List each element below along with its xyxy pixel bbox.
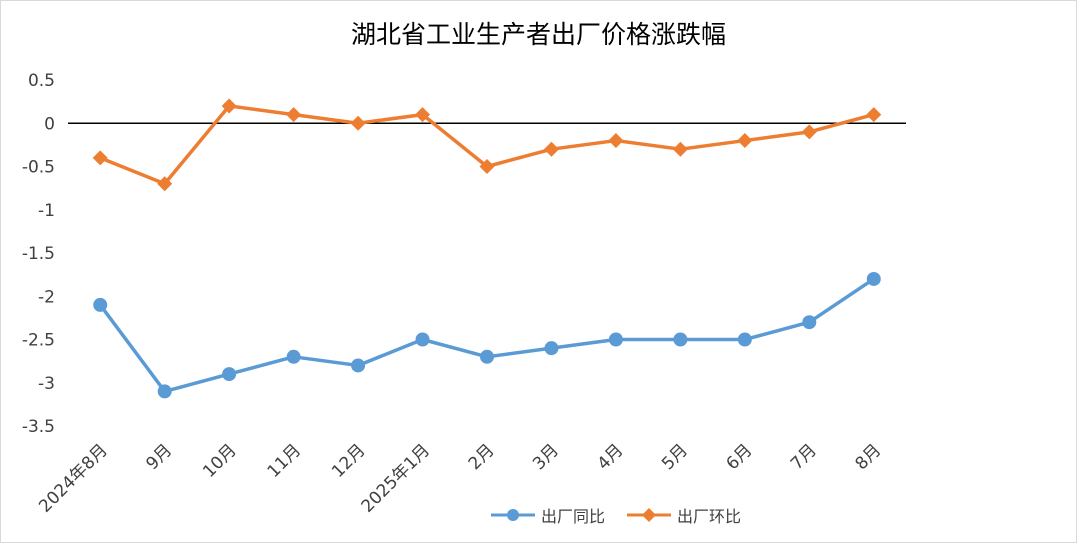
legend-label-yoy: 出厂同比 <box>541 507 606 526</box>
x-tick-label: 12月 <box>328 440 369 481</box>
y-tick-label: -2.5 <box>22 331 55 351</box>
data-point-mom <box>479 159 495 174</box>
data-point-yoy <box>222 367 237 382</box>
x-tick-label: 9月 <box>142 440 176 474</box>
x-tick-label: 2025年1月 <box>358 440 434 516</box>
y-tick-label: -0.5 <box>22 158 55 178</box>
data-point-yoy <box>673 332 688 347</box>
y-tick-label: -1 <box>38 201 55 221</box>
data-point-yoy <box>737 332 752 347</box>
data-point-mom <box>543 141 559 157</box>
data-point-yoy <box>866 271 881 286</box>
data-point-yoy <box>608 332 623 347</box>
legend-swatch-circle-icon <box>491 509 535 521</box>
x-tick-label: 2024年8月 <box>35 440 111 516</box>
x-tick-label: 4月 <box>594 440 628 474</box>
data-point-mom <box>221 98 237 114</box>
x-tick-label: 2月 <box>465 440 499 474</box>
y-tick-label: 0.5 <box>28 71 55 91</box>
data-point-mom <box>415 107 431 123</box>
data-point-yoy <box>157 384 172 399</box>
x-tick-label: 11月 <box>264 440 305 481</box>
data-point-mom <box>157 176 173 192</box>
legend-item-yoy: 出厂同比 <box>491 503 605 527</box>
data-point-yoy <box>351 358 366 373</box>
data-point-mom <box>737 133 753 149</box>
y-tick-label: 0 <box>44 114 55 134</box>
x-tick-label: 8月 <box>851 440 885 474</box>
x-tick-label: 7月 <box>787 440 821 474</box>
y-tick-label: -3.5 <box>22 417 55 437</box>
y-tick-label: -2 <box>38 287 55 307</box>
data-point-yoy <box>286 349 301 364</box>
x-tick-label: 5月 <box>658 440 692 474</box>
data-point-mom <box>608 133 624 149</box>
series-line-yoy <box>98 277 875 394</box>
legend: 出厂同比 出厂环比 <box>491 502 741 528</box>
data-point-mom <box>672 141 688 157</box>
x-tick-label: 6月 <box>723 440 757 474</box>
data-point-yoy <box>93 297 108 312</box>
data-point-mom <box>866 107 882 123</box>
x-tick-label: 3月 <box>529 440 563 474</box>
data-point-mom <box>801 124 817 140</box>
data-point-mom <box>286 107 302 123</box>
data-point-mom <box>92 150 108 166</box>
data-point-yoy <box>480 349 494 364</box>
y-tick-label: -1.5 <box>22 244 55 264</box>
chart-title: 湖北省工业生产者出厂价格涨跌幅 <box>350 20 726 49</box>
legend-label-mom: 出厂环比 <box>677 507 742 526</box>
x-tick-label: 10月 <box>199 440 240 481</box>
data-point-yoy <box>415 332 430 347</box>
data-point-mom <box>350 115 366 131</box>
data-point-yoy <box>802 315 817 330</box>
y-tick-label: -3 <box>38 374 55 394</box>
data-point-yoy <box>544 341 559 356</box>
legend-item-mom: 出厂环比 <box>627 503 741 527</box>
legend-swatch-diamond-icon <box>627 508 672 522</box>
